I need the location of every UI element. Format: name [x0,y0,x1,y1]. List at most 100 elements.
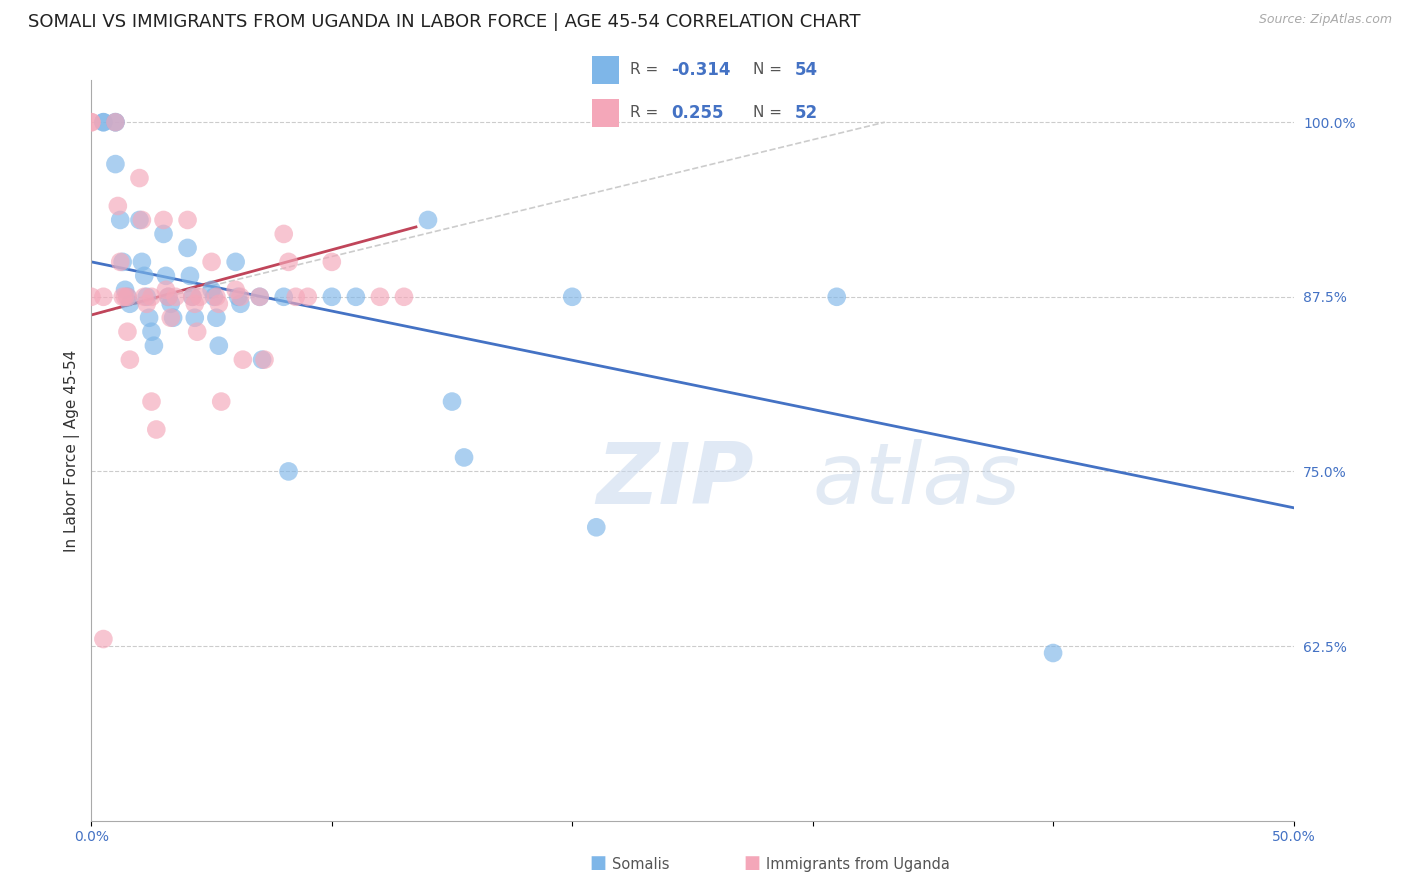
Point [209,394,232,409]
Point [107,199,129,213]
Text: R =: R = [630,62,664,78]
Text: ZIP: ZIP [596,439,754,522]
Point [104,115,127,129]
Text: N =: N = [754,105,787,120]
Point [155,283,177,297]
Point [80,290,103,304]
Point [1042,646,1064,660]
Point [226,290,249,304]
Point [181,290,204,304]
Point [416,213,439,227]
Point [225,283,247,297]
Point [179,268,201,283]
Point [273,290,295,304]
Text: N =: N = [754,62,787,78]
Point [111,255,134,269]
Point [104,157,127,171]
Point [249,290,271,304]
Text: Source: ZipAtlas.com: Source: ZipAtlas.com [1258,13,1392,27]
Point [184,297,207,311]
Point [253,352,276,367]
Point [284,290,307,304]
Point [157,290,180,304]
Point [297,290,319,304]
Point [232,352,254,367]
Point [142,339,165,353]
Text: ■: ■ [744,855,761,872]
Point [162,310,184,325]
Point [277,464,299,478]
Point [138,310,160,325]
Point [110,213,132,227]
Point [561,290,583,304]
Point [176,213,198,227]
Point [93,115,115,129]
Point [134,268,156,283]
Point [128,171,150,186]
Point [114,290,136,304]
Point [176,241,198,255]
Point [585,520,607,534]
Text: 0.255: 0.255 [671,104,724,122]
Point [104,115,127,129]
Text: atlas: atlas [813,439,1021,522]
Text: R =: R = [630,105,668,120]
Point [141,290,163,304]
Point [825,290,848,304]
Text: 54: 54 [794,61,818,78]
Point [135,290,157,304]
Text: -0.314: -0.314 [671,61,731,78]
Point [225,255,247,269]
Point [117,290,139,304]
Point [186,325,208,339]
Point [321,290,343,304]
Point [201,255,224,269]
Point [93,290,115,304]
Text: Somalis: Somalis [612,857,669,872]
Point [208,339,231,353]
Point [118,352,141,367]
Point [205,290,228,304]
Point [159,310,181,325]
Point [111,290,134,304]
Point [155,268,177,283]
Point [141,394,163,409]
Point [152,213,174,227]
Point [110,255,132,269]
Point [117,325,139,339]
Point [250,352,273,367]
Point [277,255,299,269]
Point [93,115,115,129]
Point [152,227,174,241]
Point [104,115,127,129]
Point [135,297,157,311]
Point [114,283,136,297]
Point [321,255,343,269]
Point [157,290,180,304]
Point [93,632,115,646]
Point [165,290,187,304]
Y-axis label: In Labor Force | Age 45-54: In Labor Force | Age 45-54 [65,350,80,551]
Point [249,290,271,304]
Point [344,290,367,304]
FancyBboxPatch shape [592,56,619,84]
Text: 52: 52 [794,104,818,122]
Point [145,423,167,437]
Point [131,255,153,269]
Point [131,213,153,227]
Point [440,394,463,409]
Point [184,310,207,325]
Point [188,290,211,304]
Text: SOMALI VS IMMIGRANTS FROM UGANDA IN LABOR FORCE | AGE 45-54 CORRELATION CHART: SOMALI VS IMMIGRANTS FROM UGANDA IN LABO… [28,13,860,31]
Point [205,310,228,325]
Point [392,290,415,304]
Point [128,213,150,227]
Point [202,290,225,304]
FancyBboxPatch shape [592,99,619,127]
Text: Immigrants from Uganda: Immigrants from Uganda [766,857,950,872]
Point [159,297,181,311]
Text: ■: ■ [589,855,606,872]
Point [201,283,224,297]
Point [229,297,252,311]
Point [80,115,103,129]
